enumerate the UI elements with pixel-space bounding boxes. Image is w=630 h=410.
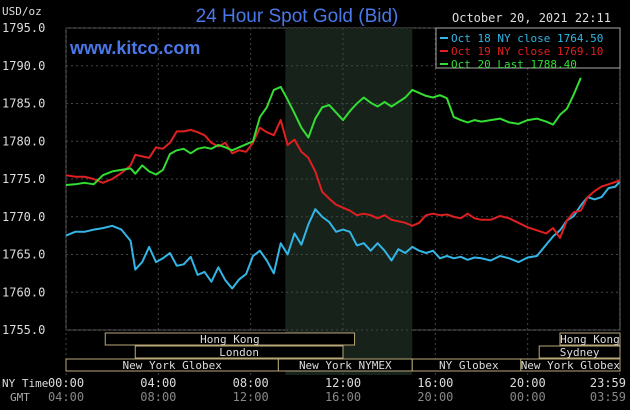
series-line [65,119,620,239]
y-tick-label: 1775.0 [2,172,45,186]
series-line [65,77,582,186]
chart-title: 24 Hour Spot Gold (Bid) [196,6,399,27]
y-tick-label: 1780.0 [2,134,45,148]
y-tick-label: 1755.0 [2,323,45,337]
session-label: New York NYMEX [299,359,392,372]
y-tick-label: 1770.0 [2,210,45,224]
x-tick-label-ny: 16:00 [417,376,453,390]
session-bar [538,345,621,359]
x-tick-label-ny: 23:59 [590,376,626,390]
session-bar [520,358,621,372]
session-bar [104,332,356,346]
x-tick-label-ny: 04:00 [140,376,176,390]
session-label: NY Globex [439,359,499,372]
session-bar [559,332,621,346]
source-label: www.kitco.com [69,38,200,58]
y-axis-label: USD/oz [2,5,42,18]
legend-box [435,27,621,69]
series-line [65,181,621,290]
session-label: Hong Kong [200,333,260,346]
legend-entry: Oct 19 NY close 1769.10 [451,45,603,58]
x-tick-label-gmt: 12:00 [233,390,269,404]
x-tick-label-ny: 20:00 [510,376,546,390]
session-label: New York Globex [123,359,223,372]
session-label: Hong Kong [560,333,620,346]
y-tick-label: 1795.0 [2,21,45,35]
nymex-shaded-region [285,28,413,375]
x-tick-label-ny: 08:00 [233,376,269,390]
x-tick-label-ny: 12:00 [325,376,361,390]
session-bar [134,345,344,359]
ny-time-label: NY Time [2,377,48,390]
y-tick-label: 1790.0 [2,59,45,73]
x-tick-label-gmt: 03:59 [590,390,626,404]
x-tick-label-gmt: 08:00 [140,390,176,404]
session-label: New York Globex [521,359,621,372]
x-tick-label-gmt: 00:00 [510,390,546,404]
x-tick-label-gmt: 20:00 [417,390,453,404]
session-label: Sydney [560,346,600,359]
y-tick-label: 1785.0 [2,97,45,111]
x-tick-label-ny: 00:00 [48,376,84,390]
legend-entry: Oct 18 NY close 1764.50 [451,32,603,45]
session-label: London [219,346,259,359]
gmt-label: GMT [10,391,30,404]
y-tick-label: 1765.0 [2,248,45,262]
timestamp: October 20, 2021 22:11 [452,11,611,25]
x-tick-label-gmt: 16:00 [325,390,361,404]
y-tick-label: 1760.0 [2,285,45,299]
legend-entry: Oct 20 Last 1788.40 [451,58,577,71]
x-tick-label-gmt: 04:00 [48,390,84,404]
